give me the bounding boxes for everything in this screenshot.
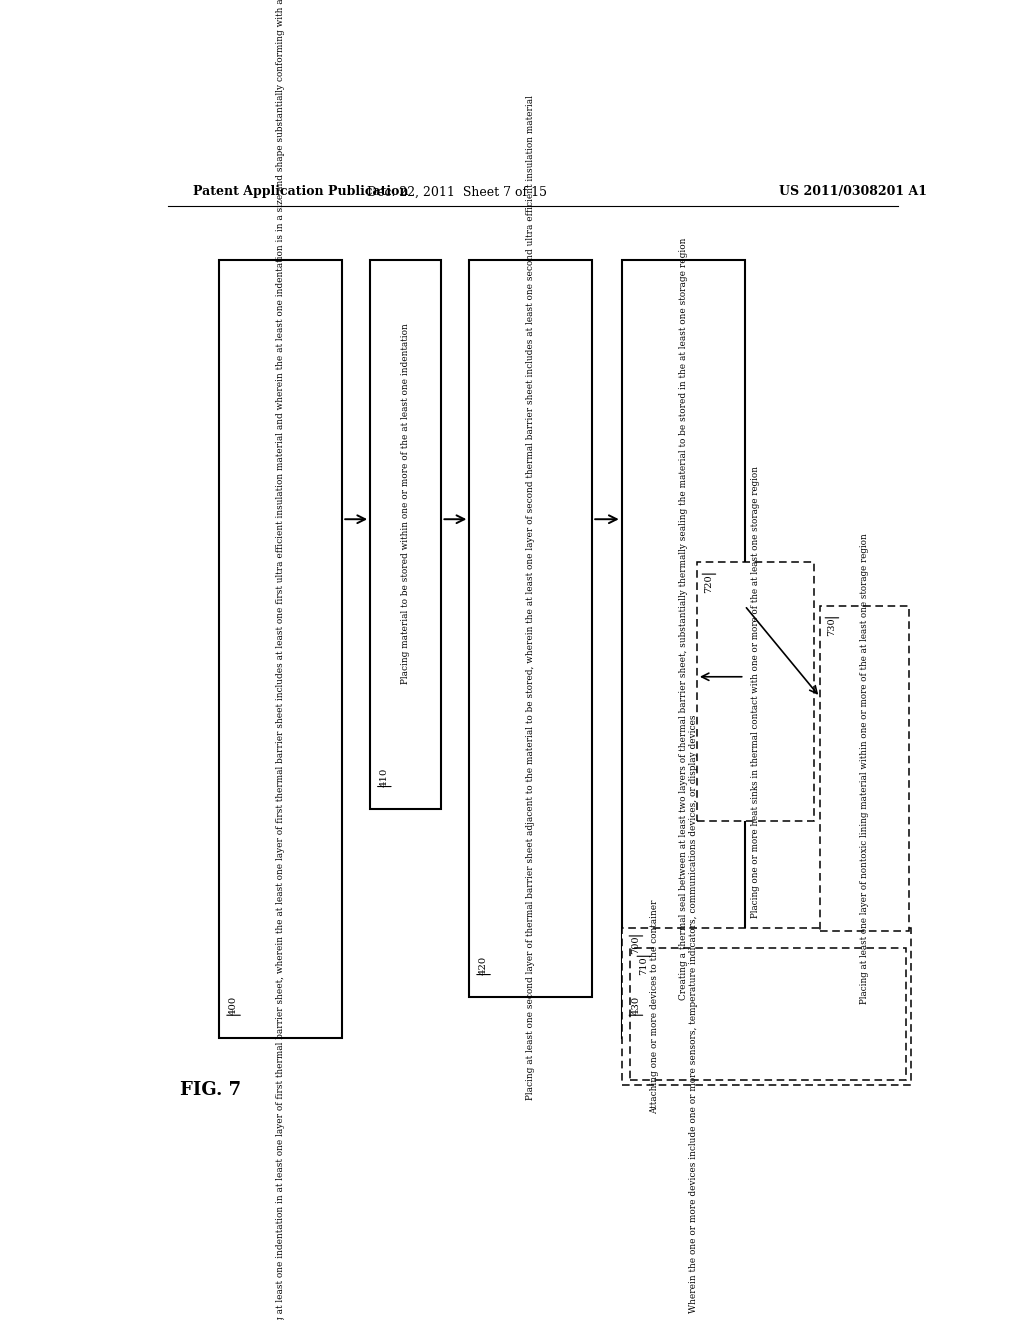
Text: Dec. 22, 2011  Sheet 7 of 15: Dec. 22, 2011 Sheet 7 of 15 — [368, 185, 548, 198]
Bar — [697, 562, 814, 821]
Bar — [622, 260, 744, 1038]
Text: Creating a thermal seal between at least two layers of thermal barrier sheet, su: Creating a thermal seal between at least… — [679, 238, 688, 999]
Bar — [630, 948, 906, 1080]
Text: Placing at least one layer of nontoxic lining material within one or more of the: Placing at least one layer of nontoxic l… — [860, 533, 869, 1003]
Bar — [370, 260, 441, 809]
Text: 400: 400 — [229, 997, 238, 1015]
Text: Attaching one or more devices to the container: Attaching one or more devices to the con… — [650, 899, 659, 1114]
Text: FIG. 7: FIG. 7 — [179, 1081, 241, 1100]
Text: Wherein the one or more devices include one or more sensors, temperature indicat: Wherein the one or more devices include … — [688, 715, 697, 1313]
Text: 420: 420 — [479, 956, 488, 974]
Text: Placing one or more heat sinks in thermal contact with one or more of the at lea: Placing one or more heat sinks in therma… — [752, 466, 760, 917]
Text: 720: 720 — [705, 574, 714, 593]
Text: 710: 710 — [639, 956, 648, 975]
Bar — [469, 260, 592, 997]
Text: Patent Application Publication: Patent Application Publication — [194, 185, 409, 198]
Text: Placing at least one second layer of thermal barrier sheet adjacent to the mater: Placing at least one second layer of the… — [526, 95, 536, 1101]
Text: 700: 700 — [632, 936, 640, 954]
Text: 730: 730 — [827, 618, 837, 636]
Text: Creating at least one indentation in at least one layer of first thermal barrier: Creating at least one indentation in at … — [276, 0, 286, 1320]
Text: US 2011/0308201 A1: US 2011/0308201 A1 — [778, 185, 927, 198]
Bar — [219, 260, 342, 1038]
Bar — [820, 606, 909, 931]
Text: 410: 410 — [380, 767, 389, 787]
Text: 430: 430 — [632, 997, 640, 1015]
Text: Placing material to be stored within one or more of the at least one indentation: Placing material to be stored within one… — [401, 323, 411, 684]
Bar — [622, 928, 911, 1085]
